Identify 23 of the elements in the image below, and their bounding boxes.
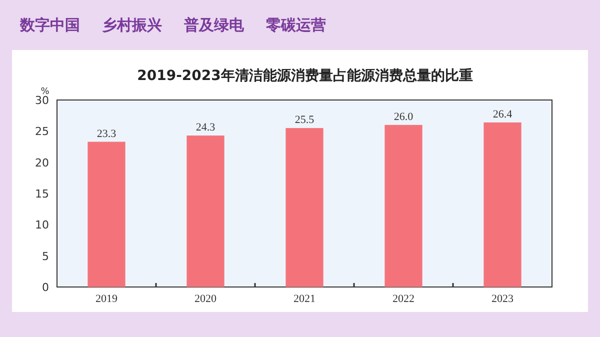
- annotation: 数字中国: [20, 16, 80, 34]
- x-tick-label: 2019: [96, 293, 118, 305]
- y-axis-title: %: [40, 87, 50, 97]
- chart-title: 2019-2023年清洁能源消费量占能源消费总量的比重: [137, 68, 473, 84]
- annotation: 普及绿电: [184, 16, 244, 34]
- y-tick-label: 20: [35, 156, 49, 170]
- y-tick-label: 25: [35, 125, 49, 138]
- x-tick-label: 2022: [392, 293, 414, 305]
- data-label: 25.5: [294, 114, 315, 126]
- x-tick-label: 2020: [194, 293, 217, 305]
- data-label: 26.4: [492, 108, 513, 120]
- y-tick-label: 15: [35, 188, 49, 200]
- y-tick-label: 30: [35, 94, 49, 107]
- x-tick-label: 2021: [294, 293, 316, 305]
- y-tick-label: 0: [42, 281, 49, 294]
- y-tick-label: 10: [35, 218, 49, 232]
- data-label: 26.0: [394, 110, 414, 123]
- y-tick-label: 5: [42, 250, 49, 263]
- annotation: 乡村振兴: [102, 16, 162, 34]
- data-label: 24.3: [196, 122, 216, 134]
- x-tick-label: 2023: [492, 293, 514, 305]
- annotation: 零碳运营: [266, 16, 326, 34]
- data-label: 23.3: [96, 128, 117, 140]
